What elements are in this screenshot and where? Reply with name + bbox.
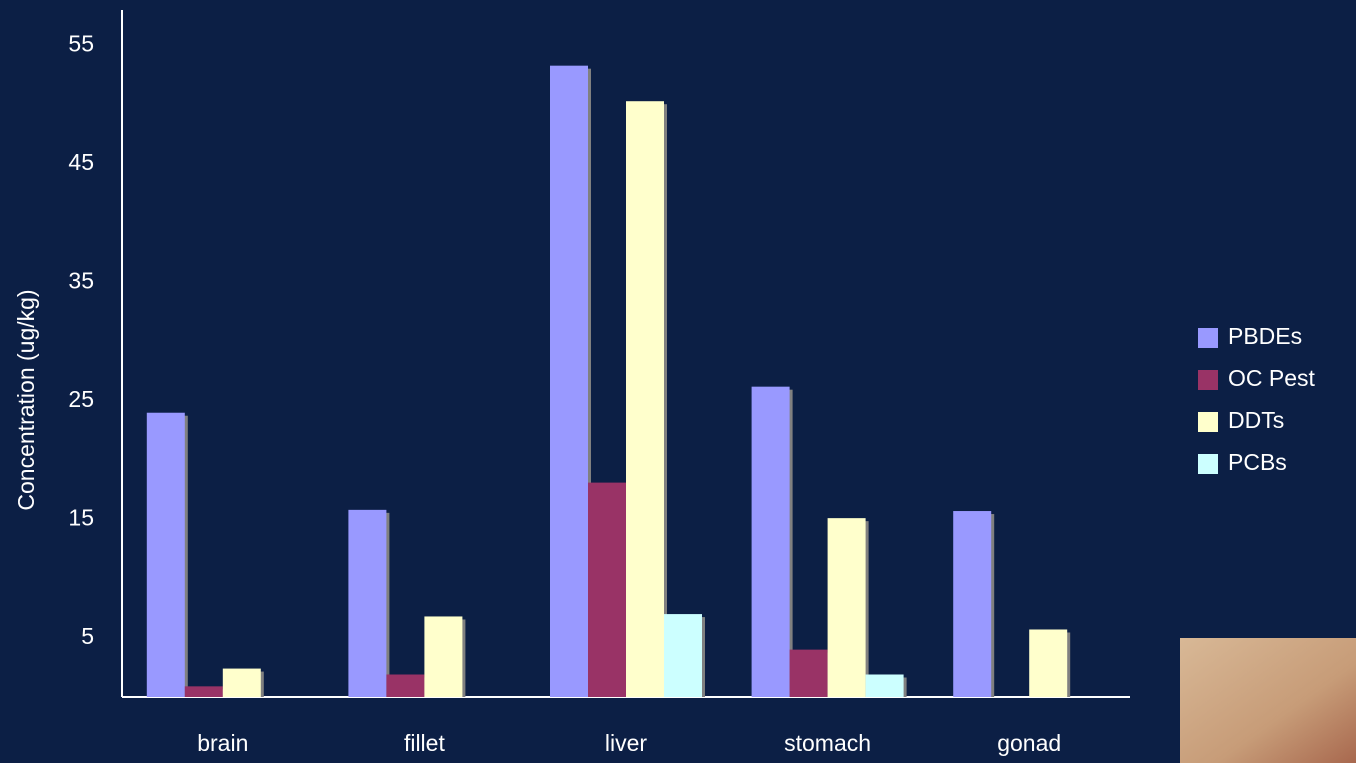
bar	[184, 686, 223, 697]
bar	[348, 509, 387, 697]
legend-label: PCBs	[1228, 449, 1287, 475]
legend-swatch	[1198, 328, 1218, 348]
x-tick-label: liver	[605, 730, 648, 756]
bar	[626, 101, 664, 697]
bar	[1029, 629, 1068, 697]
bar	[424, 616, 463, 697]
y-tick-label: 5	[81, 623, 94, 649]
legend-label: OC Pest	[1228, 365, 1316, 391]
bar	[664, 614, 702, 697]
y-tick-label: 55	[68, 31, 94, 57]
y-tick-label: 35	[68, 268, 94, 294]
bar	[751, 386, 790, 697]
legend-label: DDTs	[1228, 407, 1284, 433]
legend-swatch	[1198, 412, 1218, 432]
y-axis-label: Concentration (ug/kg)	[13, 289, 39, 510]
y-tick-label: 25	[68, 386, 94, 412]
bar	[550, 65, 588, 697]
bar	[222, 668, 261, 697]
bar	[146, 412, 185, 697]
bar	[865, 674, 904, 697]
x-tick-label: fillet	[404, 730, 446, 756]
y-tick-label: 15	[68, 504, 94, 530]
legend-swatch	[1198, 370, 1218, 390]
legend-label: PBDEs	[1228, 323, 1302, 349]
bar	[827, 518, 866, 697]
bar	[953, 511, 992, 697]
y-tick-label: 45	[68, 149, 94, 175]
bar	[386, 674, 425, 697]
photo	[1180, 638, 1356, 763]
x-tick-label: gonad	[997, 730, 1061, 756]
bar	[789, 649, 828, 697]
x-tick-label: brain	[197, 730, 248, 756]
x-tick-label: stomach	[784, 730, 871, 756]
legend-swatch	[1198, 454, 1218, 474]
bar	[588, 482, 626, 697]
